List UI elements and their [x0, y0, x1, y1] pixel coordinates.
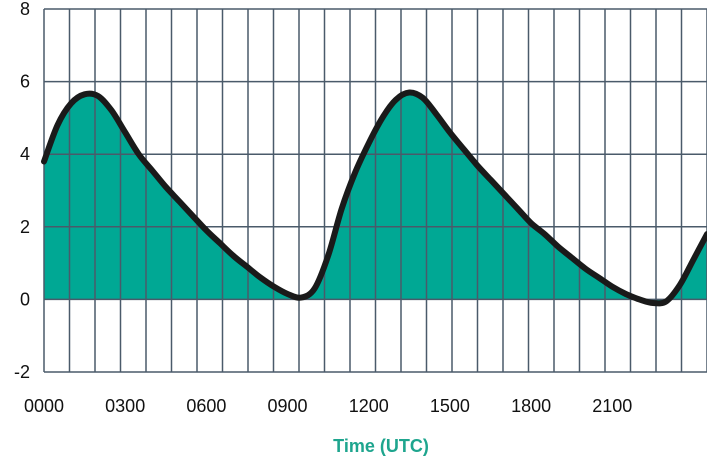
x-tick-label: 0600: [186, 396, 226, 416]
x-tick-label: 0000: [24, 396, 64, 416]
y-tick-label: 6: [20, 72, 30, 92]
y-tick-label: 0: [20, 289, 30, 309]
x-tick-label: 1500: [430, 396, 470, 416]
y-tick-label: 8: [20, 0, 30, 19]
x-tick-label: 0300: [105, 396, 145, 416]
x-tick-label: 0900: [268, 396, 308, 416]
x-tick-label: 1200: [349, 396, 389, 416]
y-tick-label: -2: [14, 362, 30, 382]
y-tick-label: 2: [20, 217, 30, 237]
y-tick-label: 4: [20, 144, 30, 164]
x-axis-label: Time (UTC): [333, 436, 429, 456]
x-tick-label: 2100: [592, 396, 632, 416]
x-tick-label: 1800: [511, 396, 551, 416]
series-line: [41, 89, 707, 307]
